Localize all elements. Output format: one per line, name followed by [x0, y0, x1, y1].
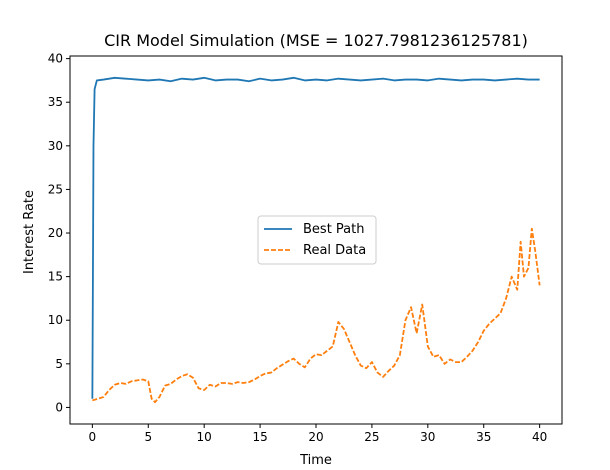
series-line-best-path	[91, 76, 540, 399]
y-axis: 0 5 10 15 20 25 30 35 40	[48, 52, 70, 414]
y-tick-label: 0	[55, 400, 63, 414]
y-tick-label: 35	[48, 95, 63, 109]
legend-label: Best Path	[303, 222, 364, 237]
y-axis-label: Interest Rate	[22, 190, 37, 274]
y-tick-label: 5	[55, 357, 63, 371]
x-axis: 0 5 10 15 20 25 30 35 40	[89, 424, 547, 444]
x-tick-label: 5	[144, 430, 152, 444]
series-line-real-data	[92, 227, 541, 404]
legend-box	[257, 215, 377, 265]
x-tick-label: 0	[89, 430, 97, 444]
x-tick-label: 30	[420, 430, 435, 444]
y-tick-label: 15	[48, 270, 63, 284]
x-tick-label: 15	[252, 430, 267, 444]
y-tick-label: 20	[48, 226, 63, 240]
y-tick-label: 25	[48, 182, 63, 196]
x-tick-label: 25	[364, 430, 379, 444]
chart-title: CIR Model Simulation (MSE = 1027.7981236…	[104, 31, 528, 50]
x-tick-label: 20	[308, 430, 323, 444]
x-tick-label: 10	[197, 430, 212, 444]
legend-label: Real Data	[303, 243, 366, 258]
x-axis-label: Time	[299, 453, 332, 468]
legend: Best Path Real Data	[257, 215, 377, 265]
y-tick-label: 40	[48, 52, 63, 66]
y-tick-label: 10	[48, 313, 63, 327]
y-tick-label: 30	[48, 139, 63, 153]
x-tick-label: 40	[532, 430, 547, 444]
x-tick-label: 35	[476, 430, 491, 444]
